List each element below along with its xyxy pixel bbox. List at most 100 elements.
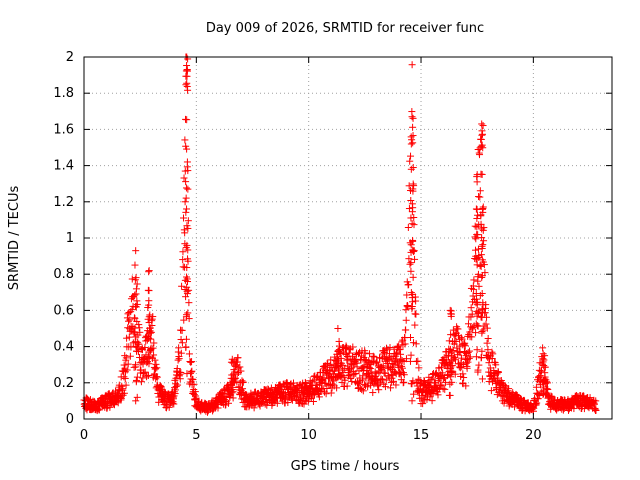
data-point — [320, 374, 328, 382]
data-point — [122, 381, 130, 389]
data-point — [132, 397, 140, 405]
data-point — [460, 341, 468, 349]
data-point — [538, 367, 546, 375]
data-point — [473, 223, 481, 231]
data-point — [315, 393, 323, 401]
data-point — [447, 373, 455, 381]
data-point — [183, 264, 191, 272]
data-point — [133, 347, 141, 355]
data-point — [187, 358, 195, 366]
data-point — [183, 290, 191, 298]
data-point — [415, 364, 423, 372]
data-point — [334, 325, 342, 332]
data-point — [390, 361, 398, 369]
data-point — [543, 378, 551, 386]
data-point — [322, 390, 330, 398]
data-point — [543, 385, 551, 393]
x-tick-label: 20 — [525, 428, 542, 443]
data-point — [143, 336, 151, 344]
data-point — [412, 297, 420, 305]
data-point — [409, 123, 417, 131]
data-point — [409, 132, 417, 140]
data-point — [184, 185, 192, 193]
data-point — [494, 368, 502, 376]
data-point — [478, 375, 486, 383]
data-point — [487, 387, 495, 395]
data-point — [396, 370, 404, 378]
data-point — [239, 385, 247, 393]
data-point — [182, 194, 190, 202]
data-point — [473, 346, 481, 354]
data-point — [405, 255, 413, 263]
data-point — [182, 72, 190, 80]
data-point — [353, 363, 361, 371]
data-point — [407, 259, 415, 267]
data-point — [488, 355, 496, 363]
data-point — [482, 320, 490, 328]
data-point — [409, 185, 417, 193]
data-point — [466, 347, 474, 355]
data-point — [177, 369, 185, 377]
data-point — [586, 394, 594, 402]
data-point — [479, 241, 487, 249]
data-point — [409, 114, 417, 122]
data-point — [473, 322, 481, 330]
data-point — [330, 377, 338, 385]
data-point — [343, 382, 351, 390]
data-point — [486, 364, 494, 372]
data-point — [183, 370, 191, 378]
chart-title: Day 009 of 2026, SRMTID for receiver fun… — [206, 21, 484, 36]
data-point — [179, 256, 187, 264]
data-point — [124, 360, 132, 368]
data-point — [131, 261, 139, 269]
data-point — [236, 363, 244, 371]
data-point — [411, 321, 419, 329]
data-point — [375, 386, 383, 394]
data-point — [233, 370, 241, 378]
y-tick-label: 1.4 — [53, 159, 74, 174]
data-point — [492, 361, 500, 369]
data-point — [131, 276, 139, 284]
data-point — [139, 356, 147, 364]
data-point — [175, 344, 183, 352]
data-point — [472, 353, 480, 361]
data-point — [291, 392, 299, 400]
y-tick-label: 1.2 — [53, 195, 74, 210]
data-point — [139, 374, 147, 382]
data-point — [409, 377, 417, 385]
data-point — [448, 361, 456, 369]
y-axis-label: SRMTID / TECUs — [7, 186, 22, 291]
data-point — [394, 363, 402, 371]
data-point — [468, 310, 476, 318]
data-point — [472, 235, 480, 243]
data-point — [355, 384, 363, 392]
data-point — [464, 358, 472, 366]
data-point — [398, 364, 406, 372]
x-tick-label: 5 — [192, 428, 200, 443]
data-point — [446, 306, 454, 314]
data-point — [472, 299, 480, 307]
data-point — [188, 358, 196, 366]
data-point — [183, 83, 191, 91]
data-point — [302, 380, 310, 388]
data-point — [176, 375, 184, 383]
data-point — [446, 380, 454, 388]
data-point — [534, 395, 542, 403]
data-point — [123, 366, 131, 374]
data-point — [533, 399, 541, 407]
data-point — [427, 376, 435, 384]
data-point — [172, 382, 180, 390]
data-point — [174, 356, 182, 364]
data-point — [147, 335, 155, 343]
data-point — [411, 255, 419, 263]
data-point — [131, 291, 139, 299]
data-point — [592, 397, 600, 405]
data-point — [366, 365, 374, 373]
data-point — [141, 368, 149, 376]
data-point — [408, 303, 416, 311]
data-point — [474, 277, 482, 285]
data-point — [191, 395, 199, 403]
data-point — [405, 281, 413, 289]
data-point — [408, 113, 416, 121]
data-point — [174, 381, 182, 389]
